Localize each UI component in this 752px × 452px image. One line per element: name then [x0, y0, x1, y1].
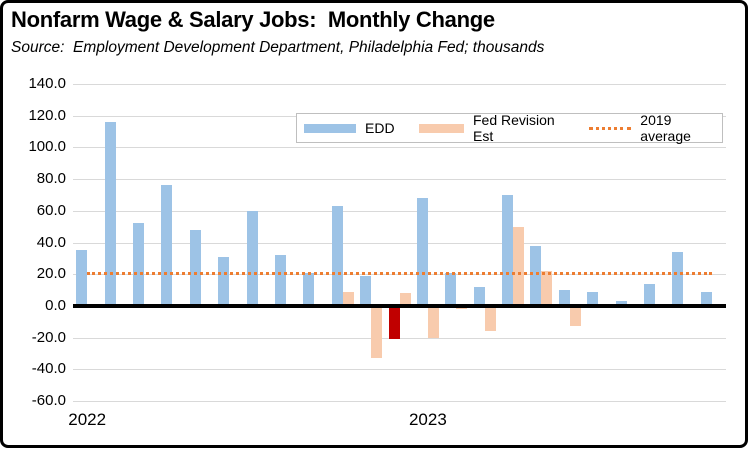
bar-edd — [161, 185, 173, 306]
reference-line-2019-average — [87, 272, 712, 276]
gridline — [73, 84, 726, 85]
bar-edd — [416, 198, 428, 306]
y-axis-label: 20.0 — [36, 265, 66, 283]
y-axis-label: 0.0 — [45, 296, 66, 314]
bar-edd — [700, 291, 712, 306]
bar-edd — [644, 283, 656, 306]
bar-edd — [246, 210, 258, 306]
legend: EDD Fed Revision Est 2019 average — [296, 112, 723, 144]
legend-swatch-2019-average — [589, 126, 632, 130]
chart-source: Source: Employment Development Departmen… — [11, 39, 545, 56]
bar-edd — [303, 272, 315, 306]
y-axis-label: 60.0 — [36, 201, 66, 219]
gridline — [73, 337, 726, 339]
gridline — [73, 369, 726, 371]
bar-fed-revision — [399, 293, 411, 306]
gridline — [73, 242, 726, 244]
bar-fed-revision — [541, 271, 553, 306]
y-axis-label: 40.0 — [36, 233, 66, 251]
bar-edd — [189, 229, 201, 306]
y-axis-label: -20.0 — [31, 328, 66, 346]
bar-fed-revision — [371, 305, 383, 359]
legend-label: Fed Revision Est — [472, 112, 555, 144]
bar-fed-revision — [427, 305, 439, 338]
x-axis-year-label: 2023 — [408, 410, 447, 429]
chart-title: Nonfarm Wage & Salary Jobs: Monthly Chan… — [11, 7, 495, 32]
bar-edd — [530, 245, 542, 306]
bar-edd — [218, 256, 230, 306]
legend-label: EDD — [365, 120, 395, 136]
legend-label: 2019 average — [640, 112, 691, 144]
bar-edd — [331, 206, 343, 306]
x-axis-year-label: 2022 — [68, 410, 107, 429]
bar-fed-revision — [342, 291, 354, 306]
bar-edd — [473, 286, 485, 306]
y-axis-label: -60.0 — [31, 392, 66, 409]
legend-item: Fed Revision Est — [418, 112, 566, 144]
zero-axis-line — [73, 303, 726, 308]
gridline — [73, 147, 726, 149]
bar-fed-revision — [484, 305, 496, 332]
gridline — [73, 210, 726, 212]
bar-edd — [104, 122, 116, 306]
plot-area: 140.0 120.0 100.0 80.0 60.0 40.0 20.0 0.0 -20.0 -… — [3, 3, 745, 445]
y-axis-label: 100.0 — [28, 138, 66, 156]
bar-edd — [360, 275, 372, 306]
bar-fed-revision — [569, 305, 581, 327]
legend-item: 2019 average — [589, 112, 715, 144]
y-axis-label: 80.0 — [36, 170, 66, 188]
bar-edd — [388, 305, 400, 340]
bar-edd — [502, 194, 514, 306]
gridline — [73, 401, 726, 402]
y-axis-label: 120.0 — [28, 106, 66, 124]
bar-edd — [558, 290, 570, 306]
bar-edd — [132, 223, 144, 306]
gridline — [73, 179, 726, 181]
bar-edd — [274, 255, 286, 306]
legend-item: EDD — [304, 120, 395, 136]
bar-fed-revision — [513, 226, 525, 306]
bar-edd — [76, 250, 88, 306]
legend-swatch-edd — [304, 123, 356, 133]
y-axis-label: 140.0 — [28, 75, 66, 92]
y-axis-label: -40.0 — [31, 360, 66, 378]
legend-swatch-fed-revision-est — [418, 123, 464, 133]
bar-edd — [445, 272, 457, 306]
bar-edd — [615, 301, 627, 306]
bar-edd — [672, 252, 684, 306]
bar-edd — [587, 291, 599, 306]
